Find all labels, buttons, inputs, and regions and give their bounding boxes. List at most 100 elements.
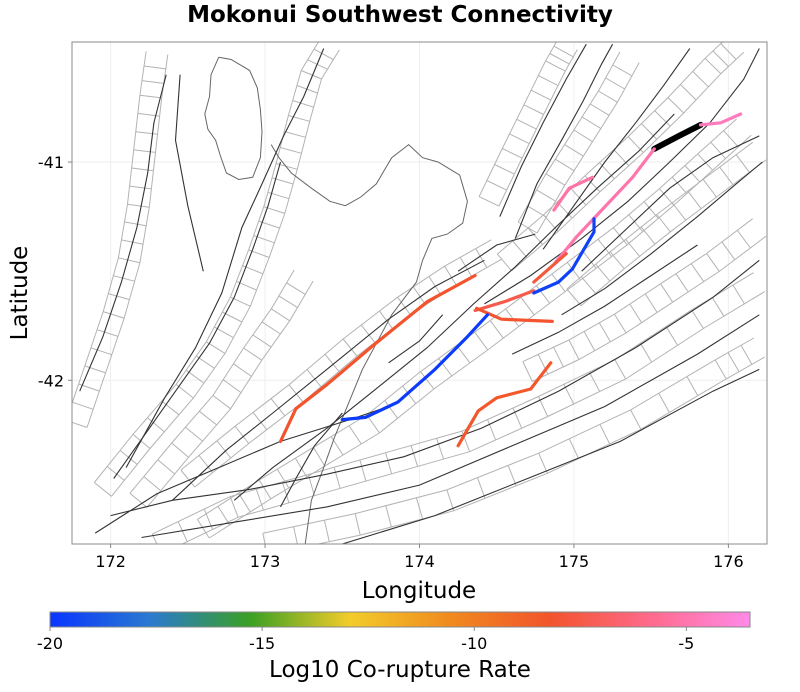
fault-outline-segment [691, 309, 704, 329]
fault-outline-segment [665, 326, 678, 346]
fault-outline-segment [271, 308, 290, 322]
fault-outline-segment [185, 426, 203, 442]
fault-outline-segment [301, 70, 322, 80]
fault-outline-segment [692, 71, 709, 88]
fault-outline-segment [522, 361, 533, 382]
colorbar-tick-label: -10 [461, 634, 487, 653]
fault-outline-segment [711, 297, 725, 317]
fault-outline-segment [581, 116, 602, 129]
x-axis-ticks: 172 173 174 175 176 [95, 544, 744, 571]
rupture-trace [456, 361, 553, 448]
fault-outline-edge [197, 118, 737, 520]
fault-outline-segment [580, 276, 596, 294]
rupture-trace [553, 147, 656, 264]
fault-outline-segment [684, 165, 701, 183]
fault-outline-segment [486, 180, 507, 191]
fault-outline-segment [570, 188, 587, 206]
fault-outline-segment [720, 43, 737, 60]
fault-outline-segment [549, 53, 570, 65]
fault-outline-segment [590, 103, 610, 116]
fault-trace [233, 113, 675, 501]
fault-outline-segment [512, 240, 528, 259]
fault-outline-segment [588, 371, 601, 392]
fault-outline-segment [252, 412, 268, 431]
fault-outline-segment [124, 221, 147, 227]
fault-outline-segment [545, 173, 566, 186]
fault-outline-segment [222, 379, 242, 394]
fault-outline-segment [553, 346, 564, 368]
fault-outline-segment [323, 520, 330, 542]
fault-outline-segment [72, 421, 88, 428]
fault-outline-segment [313, 48, 334, 61]
fault-outline-segment [252, 334, 272, 348]
fault-outline-segment [614, 313, 627, 334]
fault-outline-segment [697, 153, 713, 171]
fault-outline-segment [270, 398, 286, 417]
background-fault-layer [79, 43, 763, 544]
fault-outline-segment [229, 496, 239, 518]
fault-trace [125, 48, 325, 468]
rupture-trace [475, 306, 554, 323]
fault-outline-segment [216, 440, 232, 459]
fault-trace [280, 412, 343, 508]
fault-outline-edge [532, 235, 767, 382]
colorbar-tick-label: -20 [37, 634, 63, 653]
fault-outline-segment [444, 265, 457, 286]
fault-outline-segment [177, 521, 188, 542]
fault-outline-segment [721, 241, 736, 260]
fault-outline-segment [198, 410, 217, 426]
fault-outline-segment [129, 185, 152, 190]
fault-outline-segment [613, 149, 630, 167]
fault-outline-segment [293, 526, 298, 544]
fault-outline-segment [640, 342, 653, 363]
fault-outline-segment [212, 395, 231, 410]
fault-outline-segment [704, 57, 722, 75]
rupture-layer [278, 112, 743, 448]
fault-outline-segment [520, 296, 535, 316]
fault-outline-segment [446, 489, 455, 511]
fault-outline-segment [706, 253, 720, 272]
fault-outline-segment [568, 438, 580, 459]
fault-outline-segment [609, 251, 625, 270]
fault-outline-segment [487, 419, 497, 441]
fault-outline-segment [129, 492, 148, 508]
fault-outline-segment [566, 262, 581, 281]
fault-trace [511, 244, 698, 355]
fault-outline-segment [402, 385, 417, 404]
fault-outline-segment [379, 310, 394, 329]
fault-outline-segment [496, 253, 512, 272]
fault-outline-segment [456, 344, 471, 364]
fault-outline-segment [385, 505, 392, 528]
fault-outline-segment [354, 513, 361, 536]
fault-outline-segment [284, 131, 306, 138]
fault-outline-segment [644, 293, 658, 313]
fault-outline-segment [523, 104, 544, 115]
fault-outline-segment [740, 345, 753, 365]
fault-outline-segment [243, 347, 263, 361]
fault-outline-segment [306, 369, 322, 388]
fault-outline-segment [180, 469, 196, 488]
fault-outline-segment [595, 263, 611, 282]
fault-trace [174, 74, 204, 272]
map-title: Mokonui Southwest Connectivity [187, 2, 613, 28]
fault-outline-segment [509, 133, 530, 145]
fault-trace [561, 161, 763, 316]
fault-outline-segment [459, 257, 472, 277]
fault-outline-segment [412, 286, 427, 306]
fault-outline-segment [475, 248, 488, 268]
fault-outline-segment [286, 282, 306, 295]
fault-outline-segment [366, 414, 380, 434]
x-tick-label: 173 [250, 552, 281, 571]
fault-outline-segment [161, 400, 180, 416]
source-rupture-trace [651, 121, 704, 152]
fault-outline-segment [278, 295, 298, 309]
fault-trace [542, 48, 691, 250]
fault-outline-segment [516, 118, 537, 130]
colorbar-tick-label: -5 [678, 634, 694, 653]
fault-outline-segment [127, 203, 150, 208]
fault-outline-segment [566, 288, 582, 307]
fault-outline-edge [86, 54, 169, 428]
fault-outline-segment [477, 477, 486, 499]
fault-outline-edge [146, 280, 314, 508]
fault-outline-segment [262, 533, 266, 544]
